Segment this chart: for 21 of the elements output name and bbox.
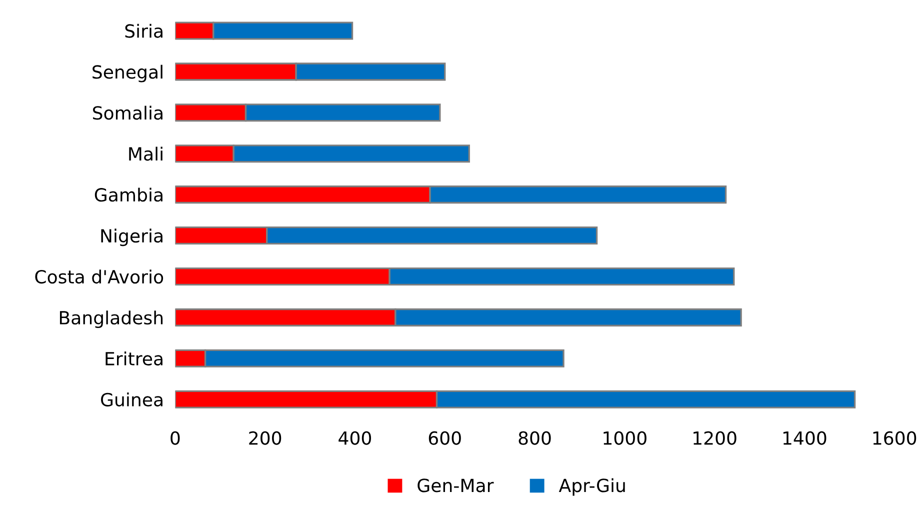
x-tick-label: 1400: [783, 431, 826, 445]
y-tick-label: Bangladesh: [60, 310, 163, 328]
y-tick-label: Eritrea: [106, 352, 162, 366]
legend-label: Gen-Mar: [418, 478, 494, 492]
x-tick-label: 400: [338, 431, 371, 445]
y-tick-label: Nigeria: [101, 228, 162, 246]
y-tick-label: Costa d'Avorio: [35, 270, 164, 284]
x-tick-label: 800: [518, 431, 551, 445]
x-tick-label: 1600: [873, 431, 916, 445]
x-tick-label: 600: [428, 431, 461, 445]
y-tick-label: Guinea: [101, 392, 162, 406]
x-tick-label: 0: [170, 431, 180, 445]
y-tick-label: Senegal: [92, 64, 162, 82]
x-tick-label: 200: [249, 431, 282, 445]
y-tick-label: Siria: [125, 24, 162, 38]
x-tick-label: 1200: [694, 431, 736, 445]
y-tick-label: Somalia: [93, 106, 162, 120]
y-tick-label: Mali: [129, 146, 162, 161]
x-tick-label: 1000: [604, 431, 646, 445]
y-tick-label: Gambia: [94, 188, 162, 202]
legend-label: Apr-Giu: [558, 478, 625, 496]
